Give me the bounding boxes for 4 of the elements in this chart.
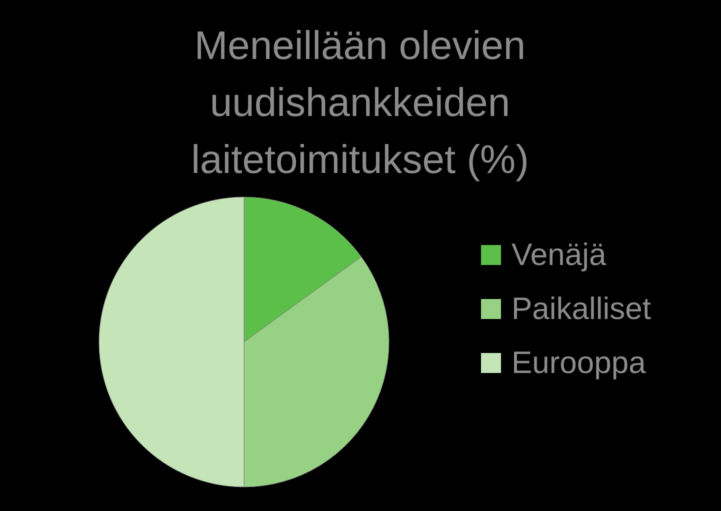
legend-label: Paikalliset: [511, 291, 651, 327]
legend-label: Eurooppa: [511, 345, 646, 381]
chart-title: Meneillään olevien uudishankkeiden laitetoimitukset (%): [190, 23, 530, 184]
legend-label: Venäjä: [511, 237, 606, 273]
